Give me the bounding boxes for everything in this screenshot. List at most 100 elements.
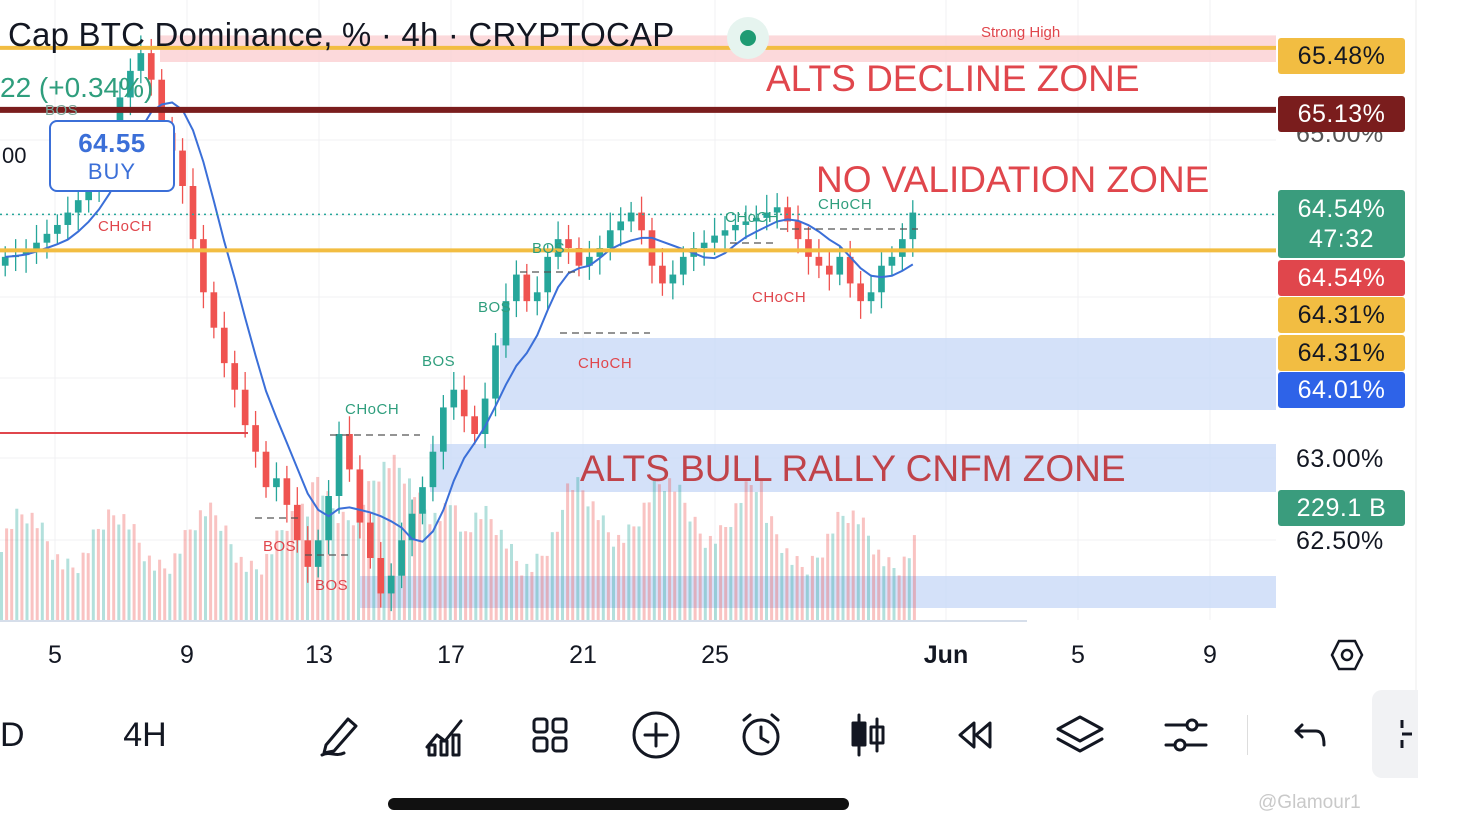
candle-body xyxy=(732,224,739,231)
buy-price: 64.55 xyxy=(78,128,146,158)
axis-label-63: 63.00% xyxy=(1296,445,1384,473)
layout-icon[interactable] xyxy=(520,690,580,780)
x-tick: 13 xyxy=(305,641,333,669)
structure-label-choch: CHoCH xyxy=(752,289,806,306)
candle-body xyxy=(241,389,249,426)
replay-icon[interactable] xyxy=(944,690,1004,780)
volume-bar xyxy=(321,495,325,620)
volume-bar xyxy=(112,515,116,620)
volume-bar xyxy=(76,573,80,620)
volume-bar xyxy=(40,522,44,620)
volume-bar xyxy=(561,509,564,620)
volume-bar xyxy=(193,530,197,620)
volume-bar xyxy=(433,512,437,620)
volume-bar xyxy=(596,520,600,620)
volume-bar xyxy=(525,563,529,620)
candle-body xyxy=(460,389,468,417)
volume-bar xyxy=(280,530,284,620)
interval-button[interactable]: 4H xyxy=(123,715,167,754)
volume-bar xyxy=(25,523,29,620)
volume-bar xyxy=(168,573,172,620)
pencil-icon[interactable] xyxy=(310,690,370,780)
volume-bar xyxy=(229,544,233,620)
volume-bar xyxy=(331,508,335,620)
structure-label-choch: CHoCH xyxy=(578,355,632,372)
candle-body xyxy=(127,70,134,98)
candle-body xyxy=(74,200,82,213)
volume-bar xyxy=(239,556,243,620)
volume-bar xyxy=(91,529,95,620)
volume-bar xyxy=(892,567,896,620)
candles-icon[interactable] xyxy=(838,690,898,780)
volume-bar xyxy=(810,555,814,620)
volume-bar xyxy=(127,529,131,620)
volume-bar xyxy=(61,569,65,620)
price-tag-dark-line: 65.13% xyxy=(1278,96,1405,132)
alert-icon[interactable] xyxy=(731,690,791,780)
volume-bar xyxy=(147,555,151,620)
volume-bar xyxy=(5,528,9,620)
volume-bar xyxy=(499,529,503,620)
structure-label-choch: CHoCH xyxy=(818,196,872,213)
interval-prev[interactable]: D xyxy=(0,715,25,754)
candle-body xyxy=(711,235,718,243)
volume-bar xyxy=(285,530,289,620)
structure-label-choch: CHoCH xyxy=(345,401,399,418)
volume-bar xyxy=(300,503,304,620)
side-panel-tab[interactable] xyxy=(1372,690,1418,778)
volume-bar xyxy=(198,510,202,620)
volume-bar xyxy=(882,566,886,620)
volume-zone xyxy=(360,576,1276,608)
candle-body xyxy=(669,274,677,284)
volume-bar xyxy=(601,515,605,620)
volume-bar xyxy=(260,574,264,620)
candle-body xyxy=(867,292,875,302)
volume-bar xyxy=(214,515,218,620)
x-tick: 9 xyxy=(180,641,194,669)
volume-bar xyxy=(392,454,396,620)
price-tag-gold-1: 64.31% xyxy=(1278,297,1405,333)
volume-bar xyxy=(566,483,570,620)
chart-canvas[interactable]: BOS CHoCH BOS BOS BOS CHoCH CHoCH CHoCH CHoCH CHo… xyxy=(0,0,1473,690)
candle-body xyxy=(356,469,364,523)
volume-bar xyxy=(530,571,534,620)
candle-body xyxy=(325,496,332,541)
indicators-icon[interactable] xyxy=(415,690,475,780)
volume-bar xyxy=(173,553,177,620)
x-tick: 5 xyxy=(1071,641,1085,669)
volume-bar xyxy=(668,478,672,620)
volume-bar xyxy=(606,532,610,620)
add-icon[interactable] xyxy=(626,690,686,780)
volume-bar xyxy=(178,553,182,620)
layers-icon[interactable] xyxy=(1050,690,1110,780)
candle-body xyxy=(293,504,301,541)
volume-bar xyxy=(428,524,432,620)
structure-label-bos: BOS xyxy=(45,102,78,119)
candle-body xyxy=(283,478,291,505)
volume-bar xyxy=(586,506,590,620)
candle-body xyxy=(440,407,447,452)
candle-body xyxy=(544,256,552,293)
volume-bar xyxy=(408,478,411,620)
undo-icon[interactable] xyxy=(1280,690,1340,780)
candle-body xyxy=(220,327,228,364)
volume-bar xyxy=(540,555,544,620)
candle-body xyxy=(679,256,687,275)
settings-icon[interactable] xyxy=(1156,690,1216,780)
candle-body xyxy=(450,389,458,408)
volume-bar xyxy=(51,559,54,620)
volume-bar xyxy=(255,569,258,620)
volume-bar xyxy=(688,521,692,620)
chart-settings-icon[interactable] xyxy=(1330,638,1364,672)
volume-bar xyxy=(555,531,559,620)
price-change: 22 (+0.34%) xyxy=(0,72,154,103)
volume-bar xyxy=(663,491,666,620)
volume-bar xyxy=(249,560,253,620)
buy-button[interactable]: 64.55 BUY xyxy=(49,120,175,192)
volume-bar xyxy=(479,519,483,620)
home-indicator xyxy=(388,798,849,810)
volume-bar xyxy=(612,546,615,620)
volume-bar xyxy=(897,575,901,620)
volume-bar xyxy=(163,568,167,620)
volume-bar xyxy=(346,520,350,620)
